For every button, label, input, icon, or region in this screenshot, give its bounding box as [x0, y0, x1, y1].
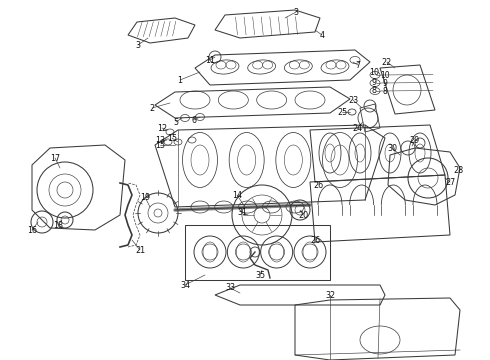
Text: 10: 10: [369, 68, 379, 77]
Text: 30: 30: [387, 144, 397, 153]
Text: 9: 9: [371, 77, 376, 86]
Text: 19: 19: [140, 193, 150, 202]
Text: 15: 15: [167, 134, 177, 143]
Text: 3: 3: [294, 8, 298, 17]
Text: 14: 14: [232, 190, 242, 199]
Text: 15: 15: [155, 140, 165, 149]
Text: 9: 9: [383, 78, 388, 87]
Text: 33: 33: [225, 284, 235, 292]
Text: 27: 27: [445, 177, 455, 186]
Text: 26: 26: [310, 235, 320, 244]
Text: 32: 32: [325, 291, 335, 300]
Text: 1: 1: [177, 76, 182, 85]
Text: 21: 21: [135, 246, 145, 255]
Text: 2: 2: [149, 104, 154, 113]
Text: 23: 23: [348, 95, 358, 104]
Text: 22: 22: [382, 58, 392, 67]
Text: 29: 29: [410, 135, 420, 144]
Text: 12: 12: [157, 123, 167, 132]
Text: 20: 20: [298, 211, 308, 220]
Text: 26: 26: [313, 180, 323, 189]
Text: 24: 24: [352, 123, 362, 132]
Text: 17: 17: [50, 153, 60, 162]
Text: 10: 10: [380, 71, 390, 80]
Text: 34: 34: [180, 280, 190, 289]
Text: 8: 8: [383, 86, 388, 95]
Text: 11: 11: [205, 55, 215, 64]
Bar: [185, 225, 330, 280]
Text: 35: 35: [255, 270, 265, 279]
Text: 6: 6: [192, 116, 196, 125]
Text: 16: 16: [27, 225, 37, 234]
Text: 4: 4: [319, 31, 324, 40]
Text: 3: 3: [136, 41, 141, 50]
Text: 28: 28: [453, 166, 463, 175]
Text: 5: 5: [173, 117, 178, 126]
Text: 25: 25: [337, 108, 347, 117]
Text: 13: 13: [155, 135, 165, 144]
Text: 7: 7: [355, 60, 361, 69]
Text: 18: 18: [53, 220, 63, 230]
Text: 8: 8: [371, 86, 376, 95]
Text: 31: 31: [237, 207, 247, 216]
